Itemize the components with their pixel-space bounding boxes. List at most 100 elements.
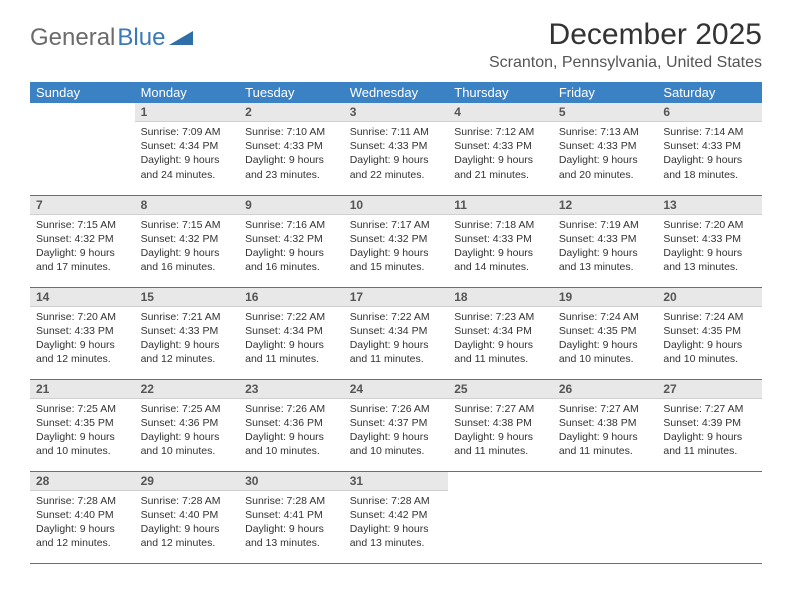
sunrise-text: Sunrise: 7:26 AM xyxy=(350,402,443,416)
sunrise-text: Sunrise: 7:28 AM xyxy=(350,494,443,508)
sunset-text: Sunset: 4:33 PM xyxy=(663,232,756,246)
daylight-text: Daylight: 9 hours and 15 minutes. xyxy=(350,246,443,274)
sunset-text: Sunset: 4:40 PM xyxy=(36,508,129,522)
sunrise-text: Sunrise: 7:15 AM xyxy=(141,218,234,232)
daylight-text: Daylight: 9 hours and 23 minutes. xyxy=(245,153,338,181)
day-number: 15 xyxy=(135,288,240,307)
day-details: Sunrise: 7:26 AMSunset: 4:36 PMDaylight:… xyxy=(239,399,344,465)
daylight-text: Daylight: 9 hours and 12 minutes. xyxy=(36,338,129,366)
calendar-head: SundayMondayTuesdayWednesdayThursdayFrid… xyxy=(30,82,762,103)
calendar-cell: 8Sunrise: 7:15 AMSunset: 4:32 PMDaylight… xyxy=(135,195,240,287)
sunrise-text: Sunrise: 7:23 AM xyxy=(454,310,547,324)
day-details: Sunrise: 7:22 AMSunset: 4:34 PMDaylight:… xyxy=(344,307,449,373)
daylight-text: Daylight: 9 hours and 10 minutes. xyxy=(36,430,129,458)
sunset-text: Sunset: 4:32 PM xyxy=(36,232,129,246)
day-number: 10 xyxy=(344,196,449,215)
calendar-week-row: 14Sunrise: 7:20 AMSunset: 4:33 PMDayligh… xyxy=(30,287,762,379)
weekday-header: Monday xyxy=(135,82,240,103)
weekday-header: Sunday xyxy=(30,82,135,103)
sunset-text: Sunset: 4:38 PM xyxy=(454,416,547,430)
daylight-text: Daylight: 9 hours and 10 minutes. xyxy=(350,430,443,458)
day-details: Sunrise: 7:17 AMSunset: 4:32 PMDaylight:… xyxy=(344,215,449,281)
calendar-cell xyxy=(30,103,135,195)
daylight-text: Daylight: 9 hours and 14 minutes. xyxy=(454,246,547,274)
day-number: 31 xyxy=(344,472,449,491)
sunrise-text: Sunrise: 7:11 AM xyxy=(350,125,443,139)
calendar-week-row: 21Sunrise: 7:25 AMSunset: 4:35 PMDayligh… xyxy=(30,379,762,471)
day-number: 1 xyxy=(135,103,240,122)
sunset-text: Sunset: 4:33 PM xyxy=(454,232,547,246)
logo-triangle-icon xyxy=(169,24,193,52)
daylight-text: Daylight: 9 hours and 13 minutes. xyxy=(559,246,652,274)
sunrise-text: Sunrise: 7:27 AM xyxy=(454,402,547,416)
calendar-cell: 19Sunrise: 7:24 AMSunset: 4:35 PMDayligh… xyxy=(553,287,658,379)
day-number: 19 xyxy=(553,288,658,307)
day-details: Sunrise: 7:10 AMSunset: 4:33 PMDaylight:… xyxy=(239,122,344,188)
daylight-text: Daylight: 9 hours and 12 minutes. xyxy=(36,522,129,550)
day-number: 13 xyxy=(657,196,762,215)
daylight-text: Daylight: 9 hours and 13 minutes. xyxy=(350,522,443,550)
sunset-text: Sunset: 4:32 PM xyxy=(350,232,443,246)
day-number: 17 xyxy=(344,288,449,307)
calendar-cell: 28 Sunrise: 7:28 AMSunset: 4:40 PMDayligh… xyxy=(30,471,135,563)
daylight-text: Daylight: 9 hours and 13 minutes. xyxy=(663,246,756,274)
sunrise-text: Sunrise: 7:25 AM xyxy=(141,402,234,416)
day-number: 24 xyxy=(344,380,449,399)
sunrise-text: Sunrise: 7:27 AM xyxy=(663,402,756,416)
calendar-cell: 22Sunrise: 7:25 AMSunset: 4:36 PMDayligh… xyxy=(135,379,240,471)
sunset-text: Sunset: 4:40 PM xyxy=(141,508,234,522)
daylight-text: Daylight: 9 hours and 11 minutes. xyxy=(454,338,547,366)
day-number: 23 xyxy=(239,380,344,399)
day-details: Sunrise: 7:28 AMSunset: 4:42 PMDaylight:… xyxy=(344,491,449,557)
calendar-cell: 2Sunrise: 7:10 AMSunset: 4:33 PMDaylight… xyxy=(239,103,344,195)
day-number: 28 xyxy=(30,472,135,491)
daylight-text: Daylight: 9 hours and 10 minutes. xyxy=(559,338,652,366)
day-details: Sunrise: 7:25 AMSunset: 4:36 PMDaylight:… xyxy=(135,399,240,465)
day-details: Sunrise: 7:12 AMSunset: 4:33 PMDaylight:… xyxy=(448,122,553,188)
sunset-text: Sunset: 4:36 PM xyxy=(141,416,234,430)
sunrise-text: Sunrise: 7:24 AM xyxy=(559,310,652,324)
calendar-cell: 7Sunrise: 7:15 AMSunset: 4:32 PMDaylight… xyxy=(30,195,135,287)
day-details: Sunrise: 7:14 AMSunset: 4:33 PMDaylight:… xyxy=(657,122,762,188)
daylight-text: Daylight: 9 hours and 10 minutes. xyxy=(141,430,234,458)
calendar-cell: 1Sunrise: 7:09 AMSunset: 4:34 PMDaylight… xyxy=(135,103,240,195)
calendar-cell xyxy=(553,471,658,563)
sunset-text: Sunset: 4:42 PM xyxy=(350,508,443,522)
day-details: Sunrise: 7:20 AMSunset: 4:33 PMDaylight:… xyxy=(30,307,135,373)
calendar-table: SundayMondayTuesdayWednesdayThursdayFrid… xyxy=(30,82,762,564)
calendar-cell: 24Sunrise: 7:26 AMSunset: 4:37 PMDayligh… xyxy=(344,379,449,471)
day-number: 2 xyxy=(239,103,344,122)
day-number: 16 xyxy=(239,288,344,307)
calendar-cell: 13Sunrise: 7:20 AMSunset: 4:33 PMDayligh… xyxy=(657,195,762,287)
sunrise-text: Sunrise: 7:28 AM xyxy=(36,494,129,508)
day-number: 12 xyxy=(553,196,658,215)
daylight-text: Daylight: 9 hours and 11 minutes. xyxy=(454,430,547,458)
sunrise-text: Sunrise: 7:25 AM xyxy=(36,402,129,416)
sunset-text: Sunset: 4:33 PM xyxy=(245,139,338,153)
day-number: 8 xyxy=(135,196,240,215)
calendar-cell xyxy=(448,471,553,563)
daylight-text: Daylight: 9 hours and 24 minutes. xyxy=(141,153,234,181)
sunrise-text: Sunrise: 7:22 AM xyxy=(245,310,338,324)
calendar-body: 1Sunrise: 7:09 AMSunset: 4:34 PMDaylight… xyxy=(30,103,762,563)
day-number: 21 xyxy=(30,380,135,399)
weekday-header: Tuesday xyxy=(239,82,344,103)
day-details: Sunrise: 7:27 AMSunset: 4:38 PMDaylight:… xyxy=(448,399,553,465)
calendar-cell: 11Sunrise: 7:18 AMSunset: 4:33 PMDayligh… xyxy=(448,195,553,287)
day-details: Sunrise: 7:28 AMSunset: 4:41 PMDaylight:… xyxy=(239,491,344,557)
day-details: Sunrise: 7:19 AMSunset: 4:33 PMDaylight:… xyxy=(553,215,658,281)
daylight-text: Daylight: 9 hours and 11 minutes. xyxy=(559,430,652,458)
daylight-text: Daylight: 9 hours and 10 minutes. xyxy=(663,338,756,366)
sunset-text: Sunset: 4:34 PM xyxy=(141,139,234,153)
page-title: December 2025 xyxy=(489,18,762,52)
day-details: Sunrise: 7:13 AMSunset: 4:33 PMDaylight:… xyxy=(553,122,658,188)
day-number: 29 xyxy=(135,472,240,491)
sunset-text: Sunset: 4:32 PM xyxy=(141,232,234,246)
calendar-cell: 17Sunrise: 7:22 AMSunset: 4:34 PMDayligh… xyxy=(344,287,449,379)
calendar-cell: 30Sunrise: 7:28 AMSunset: 4:41 PMDayligh… xyxy=(239,471,344,563)
day-details: Sunrise: 7:20 AMSunset: 4:33 PMDaylight:… xyxy=(657,215,762,281)
weekday-header: Wednesday xyxy=(344,82,449,103)
sunrise-text: Sunrise: 7:12 AM xyxy=(454,125,547,139)
daylight-text: Daylight: 9 hours and 12 minutes. xyxy=(141,522,234,550)
sunrise-text: Sunrise: 7:22 AM xyxy=(350,310,443,324)
